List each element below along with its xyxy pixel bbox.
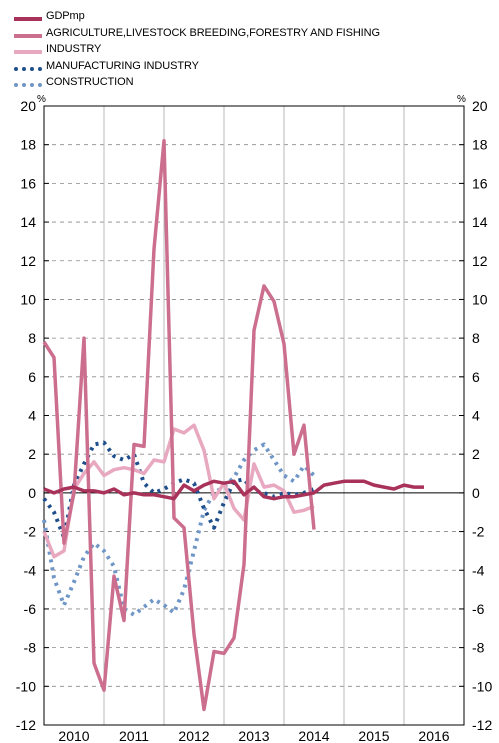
legend: GDPmp AGRICULTURE,LIVESTOCK BREEDING,FOR… xyxy=(14,8,380,91)
y-tick-label-left-14: 16 xyxy=(20,175,36,191)
x-tick-label-2014: 2014 xyxy=(298,728,329,743)
y-tick-label-left-2: -8 xyxy=(24,640,37,656)
legend-label-manufacturing: MANUFACTURING INDUSTRY xyxy=(46,59,199,72)
series-line-1 xyxy=(42,139,316,712)
y-tick-label-left-15: 18 xyxy=(20,137,36,153)
y-tick-label-right-0: -12 xyxy=(472,717,492,733)
legend-label-gdpmp: GDPmp xyxy=(46,10,85,23)
y-tick-label-left-8: 4 xyxy=(28,408,36,424)
plot-frame xyxy=(43,105,465,726)
axes xyxy=(43,105,465,726)
legend-label-agriculture: AGRICULTURE,LIVESTOCK BREEDING,FORESTRY … xyxy=(46,26,380,39)
legend-label-industry: INDUSTRY xyxy=(46,43,102,56)
legend-swatch-agriculture xyxy=(14,33,42,38)
y-tick-label-left-13: 14 xyxy=(20,214,36,230)
y-tick-label-right-4: -4 xyxy=(472,562,485,578)
legend-swatch-manufacturing xyxy=(14,66,42,71)
legend-item-construction: CONSTRUCTION xyxy=(14,74,380,91)
series-line-0 xyxy=(43,479,424,501)
y-tick-label-right-14: 16 xyxy=(472,175,488,191)
legend-swatch-industry xyxy=(14,50,42,55)
y-tick-label-right-10: 8 xyxy=(472,330,480,346)
y-tick-label-right-9: 6 xyxy=(472,369,480,385)
legend-label-construction: CONSTRUCTION xyxy=(46,76,134,89)
grid xyxy=(44,106,464,725)
y-tick-label-left-11: 10 xyxy=(20,291,36,307)
legend-swatch-construction xyxy=(14,83,42,88)
y-tick-label-left-6: 0 xyxy=(28,485,36,501)
x-tick-label-2015: 2015 xyxy=(358,728,389,743)
y-unit-label-left: % xyxy=(37,94,46,105)
y-tick-label-left-12: 12 xyxy=(20,253,36,269)
y-tick-label-right-5: -2 xyxy=(472,524,485,540)
x-tick-label-2016: 2016 xyxy=(418,728,449,743)
legend-item-gdpmp: GDPmp xyxy=(14,8,380,25)
y-tick-label-left-7: 2 xyxy=(28,446,36,462)
y-tick-label-left-16: 20 xyxy=(20,98,36,114)
x-tick-label-2013: 2013 xyxy=(238,728,269,743)
legend-item-manufacturing: MANUFACTURING INDUSTRY xyxy=(14,58,380,75)
y-tick-label-right-7: 2 xyxy=(472,446,480,462)
legend-swatch-gdpmp xyxy=(14,17,42,22)
series-line-4 xyxy=(42,442,316,617)
y-tick-label-left-10: 8 xyxy=(28,330,36,346)
y-tick-label-right-8: 4 xyxy=(472,408,480,424)
x-tick-label-2011: 2011 xyxy=(119,728,149,743)
y-tick-label-right-1: -10 xyxy=(472,678,492,694)
y-tick-label-left-5: -2 xyxy=(24,524,37,540)
x-tick-label-2010: 2010 xyxy=(58,728,89,743)
x-tick-label-2012: 2012 xyxy=(178,728,209,743)
y-tick-label-left-4: -4 xyxy=(24,562,37,578)
y-tick-label-right-13: 14 xyxy=(472,214,488,230)
legend-item-agriculture: AGRICULTURE,LIVESTOCK BREEDING,FORESTRY … xyxy=(14,25,380,42)
tick-labels: -12 -12 -10 -10 -8 -8 -6 -6 -4 -4 -2 -2 0 0 2 2 4 4 6 6 8 8 10… xyxy=(16,94,493,743)
y-tick-label-left-1: -10 xyxy=(16,678,36,694)
y-tick-label-right-2: -8 xyxy=(472,640,485,656)
y-tick-label-left-0: -12 xyxy=(16,717,36,733)
y-tick-label-right-6: 0 xyxy=(472,485,480,501)
y-tick-label-left-9: 6 xyxy=(28,369,36,385)
y-tick-label-right-16: 20 xyxy=(472,98,488,114)
y-tick-label-right-3: -6 xyxy=(472,601,485,617)
y-tick-label-right-12: 12 xyxy=(472,253,488,269)
y-tick-label-left-3: -6 xyxy=(24,601,37,617)
y-unit-label-right: % xyxy=(457,94,466,105)
y-tick-label-right-11: 10 xyxy=(472,291,488,307)
series-lines xyxy=(42,139,424,712)
y-tick-label-right-15: 18 xyxy=(472,137,488,153)
legend-item-industry: INDUSTRY xyxy=(14,41,380,58)
